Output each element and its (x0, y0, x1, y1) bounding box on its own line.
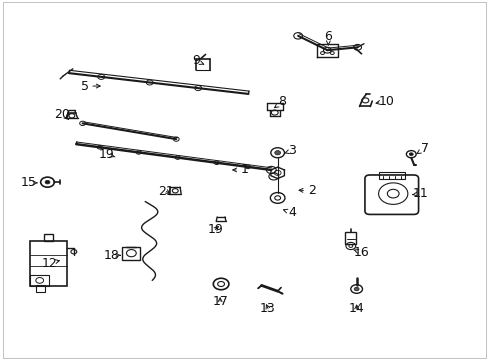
Bar (378, 172, 405, 179)
Bar (43, 234, 53, 241)
Text: 21: 21 (158, 185, 174, 198)
Text: 1: 1 (240, 163, 248, 176)
Text: 7: 7 (420, 142, 428, 155)
Text: 17: 17 (212, 295, 227, 308)
Text: 19: 19 (99, 148, 115, 161)
Bar (30, 241, 66, 286)
Text: 19: 19 (207, 223, 223, 236)
Text: 11: 11 (412, 187, 428, 200)
Text: 14: 14 (348, 302, 364, 315)
Text: 9: 9 (191, 54, 199, 67)
Text: 20: 20 (54, 108, 70, 121)
Text: 6: 6 (324, 30, 332, 43)
Bar (36, 285, 45, 292)
Circle shape (274, 150, 280, 155)
Bar (344, 232, 355, 244)
Circle shape (45, 180, 50, 184)
Circle shape (408, 153, 412, 156)
Text: 13: 13 (260, 302, 275, 315)
Bar (122, 247, 140, 260)
Bar (30, 275, 49, 286)
Text: 16: 16 (353, 246, 368, 259)
Text: 5: 5 (81, 80, 88, 93)
Text: 8: 8 (278, 95, 286, 108)
Text: 2: 2 (307, 184, 315, 197)
Text: 18: 18 (104, 249, 120, 262)
Text: 12: 12 (41, 257, 57, 270)
Circle shape (353, 287, 358, 291)
Text: 15: 15 (21, 176, 37, 189)
Text: 10: 10 (378, 95, 394, 108)
Text: 4: 4 (288, 207, 296, 220)
Text: 3: 3 (288, 144, 296, 157)
